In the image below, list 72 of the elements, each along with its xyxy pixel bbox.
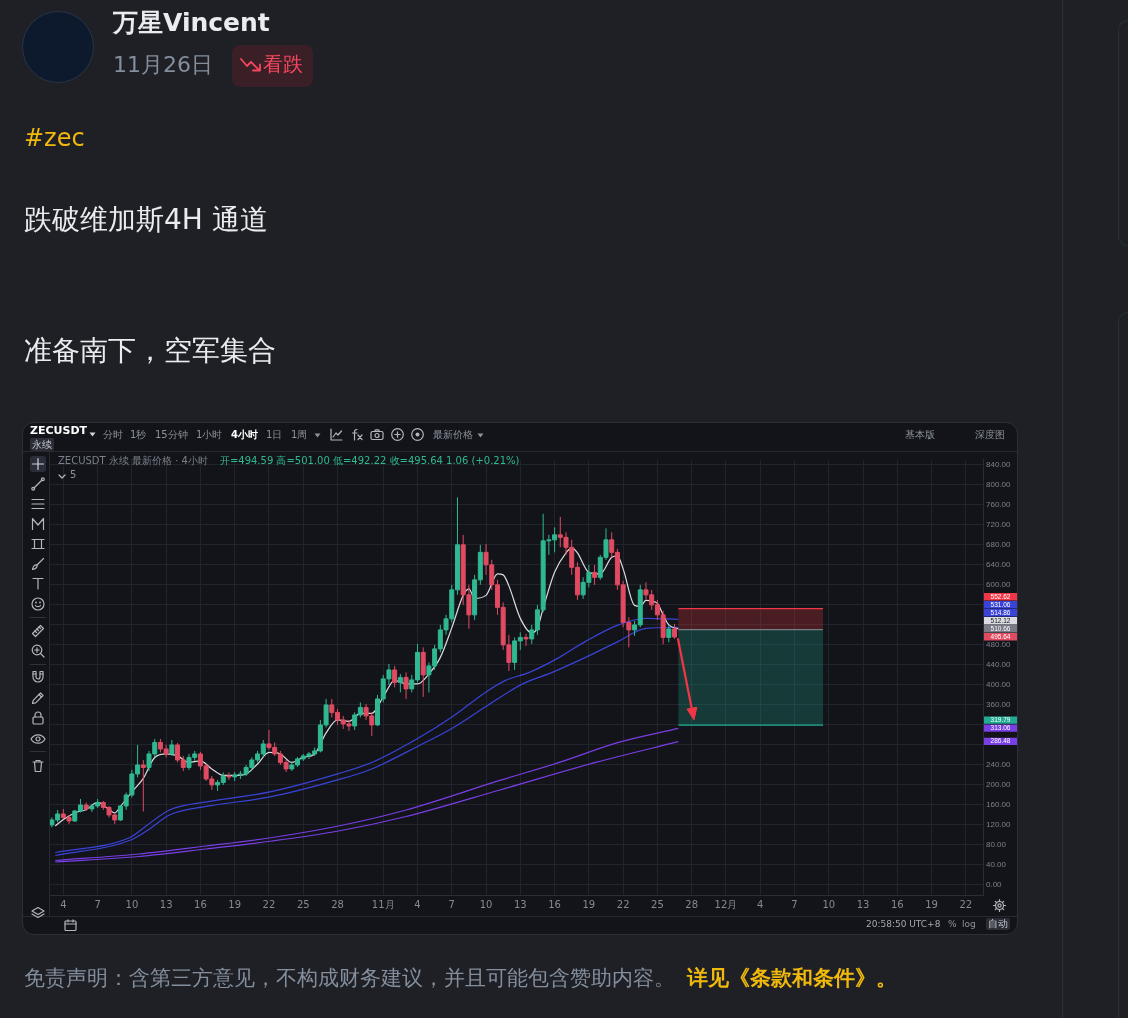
x-tick-label: 25 (651, 898, 664, 910)
annotation: 5 (70, 469, 77, 481)
x-tick-label: 19 (925, 898, 938, 910)
text: 看跌 (263, 52, 303, 76)
x-tick-label: 22 (616, 898, 630, 910)
text: 万星Vincent (113, 8, 270, 38)
x-tick-label: 11月 (371, 898, 395, 910)
x-tick-label: 10 (822, 898, 836, 910)
x-tick-label: 7 (791, 898, 798, 910)
text: 深度图 (975, 429, 1005, 441)
x-tick-label: 25 (296, 898, 310, 910)
text: 1周 (291, 429, 308, 441)
x-tick-label: 12月 (714, 898, 738, 910)
y-tick-label: 800.00 (986, 480, 1012, 490)
y-tick-label: 240.00 (986, 760, 1012, 770)
x-tick-label: 28 (331, 898, 344, 910)
x-tick-label: 16 (194, 898, 207, 910)
text: 自动 (986, 918, 1010, 930)
y-tick-label: 400.00 (986, 680, 1012, 690)
x-tick-label: 4 (414, 898, 421, 910)
y-tick-label: 0.00 (986, 880, 1003, 890)
x-tick-label: 16 (890, 898, 904, 910)
text: 15分钟 (155, 429, 188, 441)
annotation: 开=494.59 高=501.00 低=492.22 收=495.64 1.06 (+0.21%) (219, 455, 520, 467)
y-tick-label: 600.00 (986, 580, 1012, 590)
y-tick-label: 80.00 (986, 840, 1007, 850)
chart-subtitle: 准备南下，空军集合 (24, 334, 276, 368)
x-tick-label: 19 (228, 898, 242, 910)
y-tick-label: 360.00 (986, 700, 1012, 710)
x-tick-label: 22 (959, 898, 973, 910)
text: 基本版 (905, 429, 935, 441)
x-tick-label: 13 (159, 898, 173, 910)
x-tick-label: 13 (513, 898, 527, 910)
text: 1日 (266, 429, 283, 441)
text: 4小时 (231, 429, 258, 441)
text: 分时 (103, 429, 123, 441)
x-tick-label: 13 (856, 898, 870, 910)
text: 免责声明：含第三方意见，不构成财务建议，并且可能包含赞助内容。 (24, 966, 675, 992)
y-tick-label: 840.00 (986, 460, 1012, 470)
text: ZECUSDT (30, 424, 88, 438)
text: 最新价格 (433, 429, 473, 441)
text: log (962, 919, 976, 930)
y-tick-label: 440.00 (986, 660, 1012, 670)
text: 详见《条款和条件》。 (687, 966, 897, 992)
text: 永续 (30, 438, 54, 451)
x-tick-label: 16 (548, 898, 561, 910)
y-tick-label: 720.00 (986, 520, 1012, 530)
y-tick-label: 640.00 (986, 560, 1012, 570)
y-tick-label: 680.00 (986, 540, 1012, 550)
x-tick-label: 10 (125, 898, 139, 910)
text: #zec (24, 124, 85, 153)
x-tick-label: 4 (60, 898, 67, 910)
text: 20:58:50 UTC+8 (866, 919, 941, 930)
text: % (948, 919, 957, 930)
chart-title: 跌破维加斯4H 通道 (24, 203, 268, 237)
text: 1小时 (196, 429, 223, 441)
y-tick-label: 160.00 (986, 800, 1012, 810)
x-tick-label: 28 (685, 898, 699, 910)
x-tick-label: 22 (262, 898, 276, 910)
y-tick-label: 120.00 (986, 820, 1012, 830)
text: 11月26日 (113, 52, 213, 79)
y-tick-label: 40.00 (986, 860, 1007, 870)
y-tick-label: 200.00 (986, 780, 1012, 790)
x-tick-label: 7 (94, 898, 101, 910)
y-tick-label: 480.00 (986, 640, 1012, 650)
x-tick-label: 19 (582, 898, 596, 910)
x-tick-label: 10 (479, 898, 493, 910)
y-tick-label: 760.00 (986, 500, 1012, 510)
x-tick-label: 7 (448, 898, 455, 910)
annotation: ZECUSDT 永续 最新价格 · 4小时 (58, 455, 208, 467)
x-tick-label: 4 (757, 898, 764, 910)
text: 1秒 (130, 429, 147, 441)
